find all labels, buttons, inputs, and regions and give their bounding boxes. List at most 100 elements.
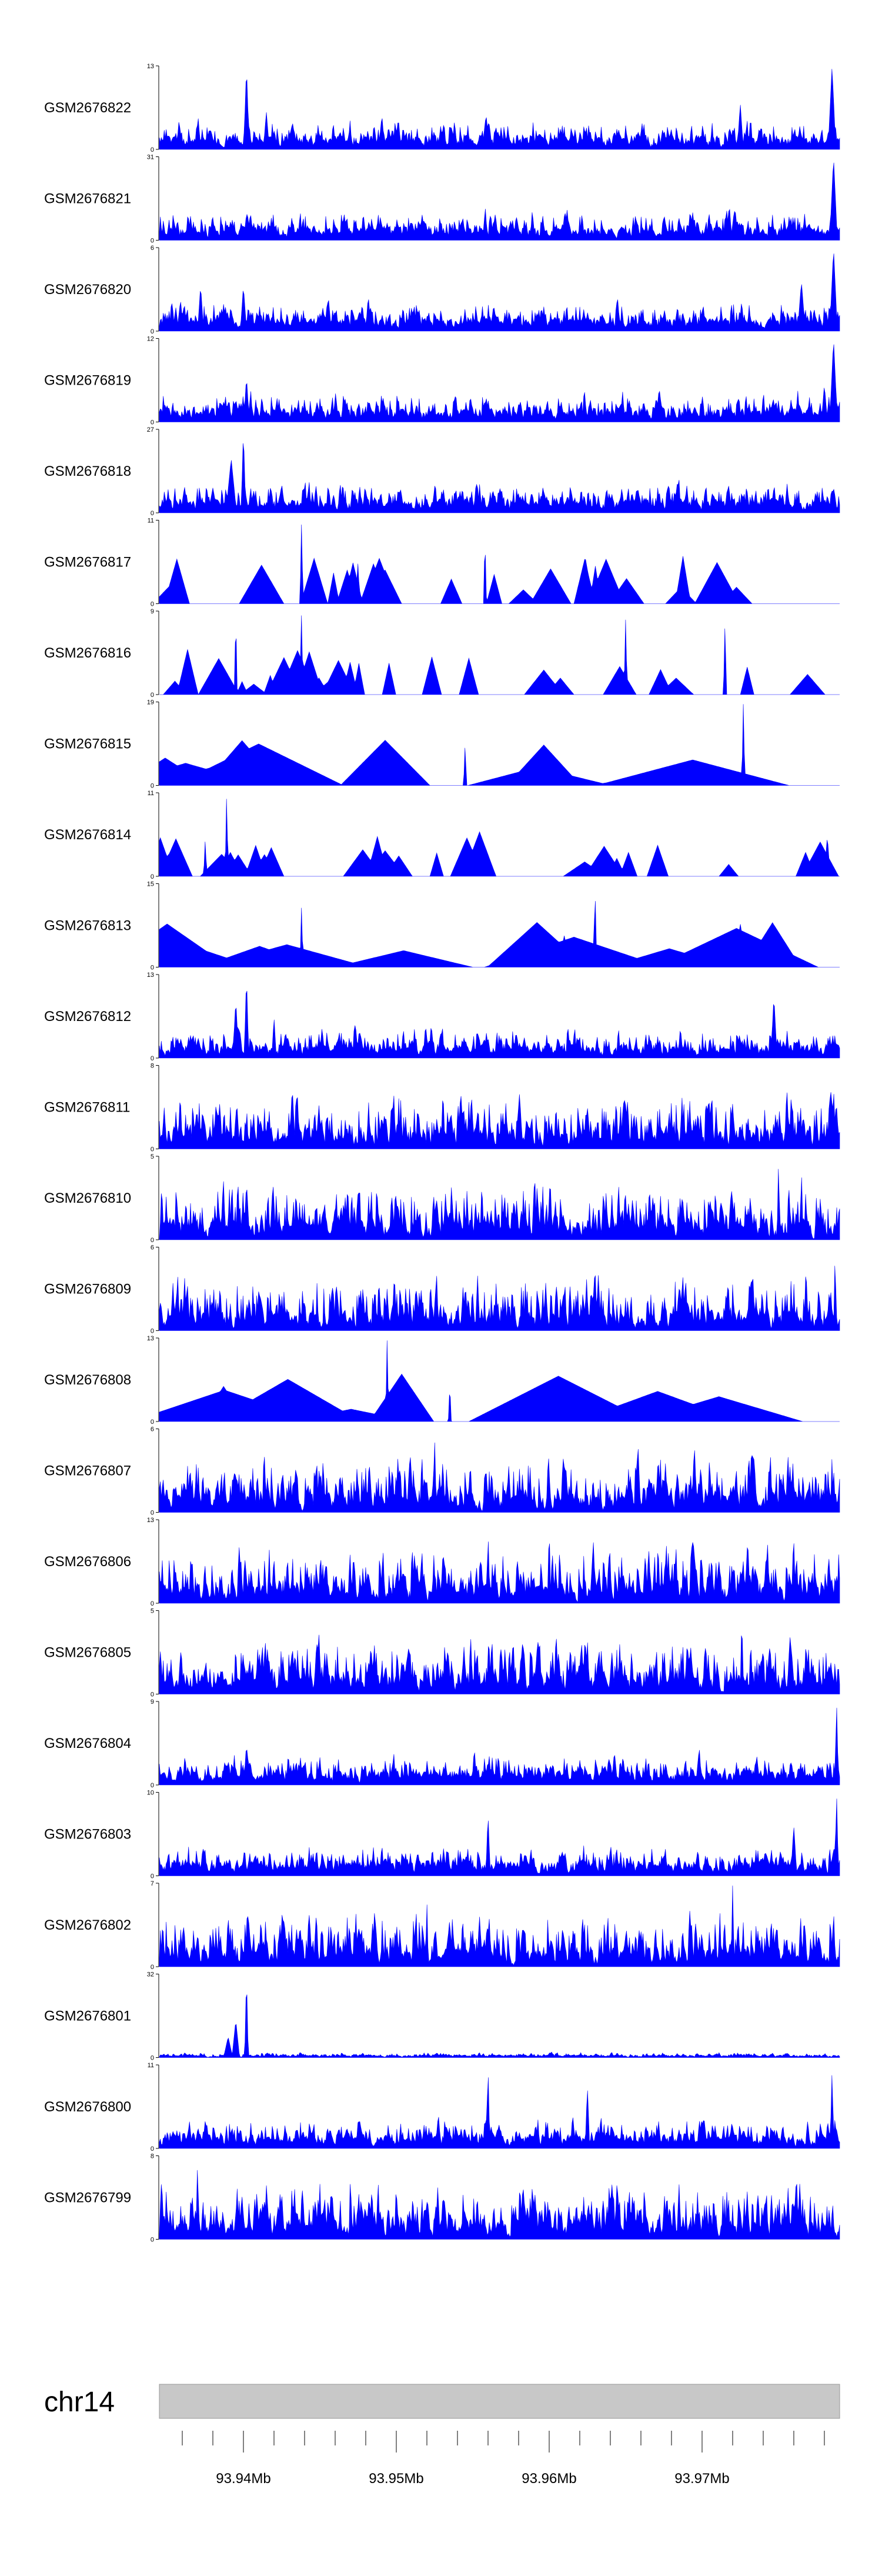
coverage-area	[159, 799, 840, 877]
coverage-area	[159, 524, 840, 604]
track-GSM2676811: GSM2676811 8 0	[44, 1063, 840, 1153]
y-scale-max: 5	[151, 1153, 154, 1160]
track-label: GSM2676808	[44, 1372, 131, 1388]
coverage-area	[159, 1798, 840, 1876]
track-label: GSM2676815	[44, 736, 131, 752]
track-label: GSM2676817	[44, 555, 131, 570]
coverage-area	[159, 1092, 840, 1149]
y-scale-max: 6	[151, 245, 154, 252]
coverage-area	[159, 1442, 840, 1513]
y-scale-min: 0	[151, 1510, 154, 1517]
track-GSM2676822: GSM2676822 13 0	[44, 63, 840, 154]
y-scale-max: 19	[147, 699, 154, 706]
coverage-area	[159, 2075, 840, 2149]
y-scale-max: 27	[147, 426, 154, 433]
genome-axis: chr14 93.94Mb 93.95Mb 93.96Mb 93.97Mb	[44, 2384, 840, 2487]
x-tick-label: 93.96Mb	[522, 2471, 576, 2487]
coverage-area	[159, 1886, 840, 1967]
y-scale-max: 6	[151, 1244, 154, 1252]
y-scale-max: 6	[151, 1426, 154, 1433]
track-GSM2676813: GSM2676813 15 0	[44, 881, 840, 972]
chromosome-label: chr14	[44, 2387, 115, 2418]
track-GSM2676804: GSM2676804 9 0	[44, 1699, 840, 1789]
track-GSM2676810: GSM2676810 5 0	[44, 1153, 840, 1244]
track-GSM2676803: GSM2676803 10 0	[44, 1790, 840, 1880]
track-label: GSM2676803	[44, 1827, 131, 1843]
track-GSM2676815: GSM2676815 19 0	[44, 699, 840, 790]
y-scale-min: 0	[151, 1691, 154, 1699]
coverage-area	[159, 162, 840, 241]
coverage-area	[159, 1634, 840, 1694]
track-label: GSM2676806	[44, 1554, 131, 1570]
x-tick-label: 93.95Mb	[369, 2471, 423, 2487]
y-scale-min: 0	[151, 1146, 154, 1153]
track-label: GSM2676802	[44, 1917, 131, 1933]
track-GSM2676800: GSM2676800 11 0	[44, 2062, 840, 2153]
y-scale-max: 11	[148, 2062, 154, 2069]
y-scale-min: 0	[151, 419, 154, 426]
y-scale-max: 15	[147, 881, 154, 888]
coverage-area	[159, 1541, 840, 1604]
track-label: GSM2676809	[44, 1282, 131, 1297]
y-scale-min: 0	[151, 2055, 154, 2062]
track-label: GSM2676805	[44, 1645, 131, 1661]
track-GSM2676808: GSM2676808 13 0	[44, 1335, 840, 1426]
y-scale-max: 8	[151, 2153, 154, 2160]
track-label: GSM2676821	[44, 191, 131, 207]
track-GSM2676819: GSM2676819 12 0	[44, 336, 840, 426]
y-scale-min: 0	[151, 692, 154, 699]
coverage-area	[159, 2170, 840, 2240]
y-scale-min: 0	[151, 1055, 154, 1062]
y-scale-max: 5	[151, 1608, 154, 1615]
track-label: GSM2676801	[44, 2008, 131, 2024]
chromosome-ideogram	[159, 2384, 840, 2419]
y-scale-max: 13	[147, 1335, 154, 1342]
track-label: GSM2676810	[44, 1190, 131, 1206]
track-label: GSM2676820	[44, 282, 131, 298]
track-label: GSM2676813	[44, 918, 131, 934]
y-scale-min: 0	[151, 1873, 154, 1880]
coverage-area	[159, 1340, 840, 1422]
coverage-area	[159, 615, 840, 695]
coverage-area	[159, 1169, 840, 1240]
y-scale-max: 9	[151, 1699, 154, 1706]
track-GSM2676805: GSM2676805 5 0	[44, 1608, 840, 1699]
coverage-area	[159, 443, 840, 513]
coverage-area	[159, 253, 840, 332]
coverage-area	[159, 1994, 840, 2058]
track-GSM2676818: GSM2676818 27 0	[44, 426, 840, 517]
y-scale-min: 0	[151, 146, 154, 154]
y-scale-min: 0	[151, 510, 154, 517]
y-scale-min: 0	[151, 238, 154, 245]
track-GSM2676812: GSM2676812 13 0	[44, 972, 840, 1062]
y-scale-max: 32	[147, 1971, 154, 1978]
x-tick-label: 93.94Mb	[216, 2471, 270, 2487]
y-scale-max: 12	[147, 336, 154, 343]
y-scale-max: 8	[151, 1063, 154, 1070]
track-GSM2676807: GSM2676807 6 0	[44, 1426, 840, 1517]
y-scale-max: 13	[147, 1517, 154, 1524]
y-scale-max: 11	[148, 518, 154, 525]
track-label: GSM2676800	[44, 2099, 131, 2115]
track-label: GSM2676804	[44, 1736, 131, 1751]
y-scale-max: 9	[151, 608, 154, 615]
y-scale-max: 31	[147, 154, 154, 161]
coverage-area	[159, 704, 840, 786]
track-GSM2676820: GSM2676820 6 0	[44, 245, 840, 335]
track-GSM2676799: GSM2676799 8 0	[44, 2153, 840, 2244]
track-label: GSM2676799	[44, 2190, 131, 2206]
track-GSM2676801: GSM2676801 32 0	[44, 1971, 840, 2062]
y-scale-min: 0	[151, 2237, 154, 2244]
y-scale-min: 0	[151, 328, 154, 335]
y-scale-max: 13	[147, 972, 154, 979]
track-label: GSM2676812	[44, 1009, 131, 1025]
coverage-area	[159, 1266, 840, 1331]
coverage-area	[159, 990, 840, 1059]
track-GSM2676817: GSM2676817 11 0	[44, 518, 840, 608]
coverage-area	[159, 900, 840, 967]
track-GSM2676821: GSM2676821 31 0	[44, 154, 840, 245]
y-scale-min: 0	[151, 783, 154, 790]
track-label: GSM2676807	[44, 1463, 131, 1479]
track-label: GSM2676822	[44, 100, 131, 116]
